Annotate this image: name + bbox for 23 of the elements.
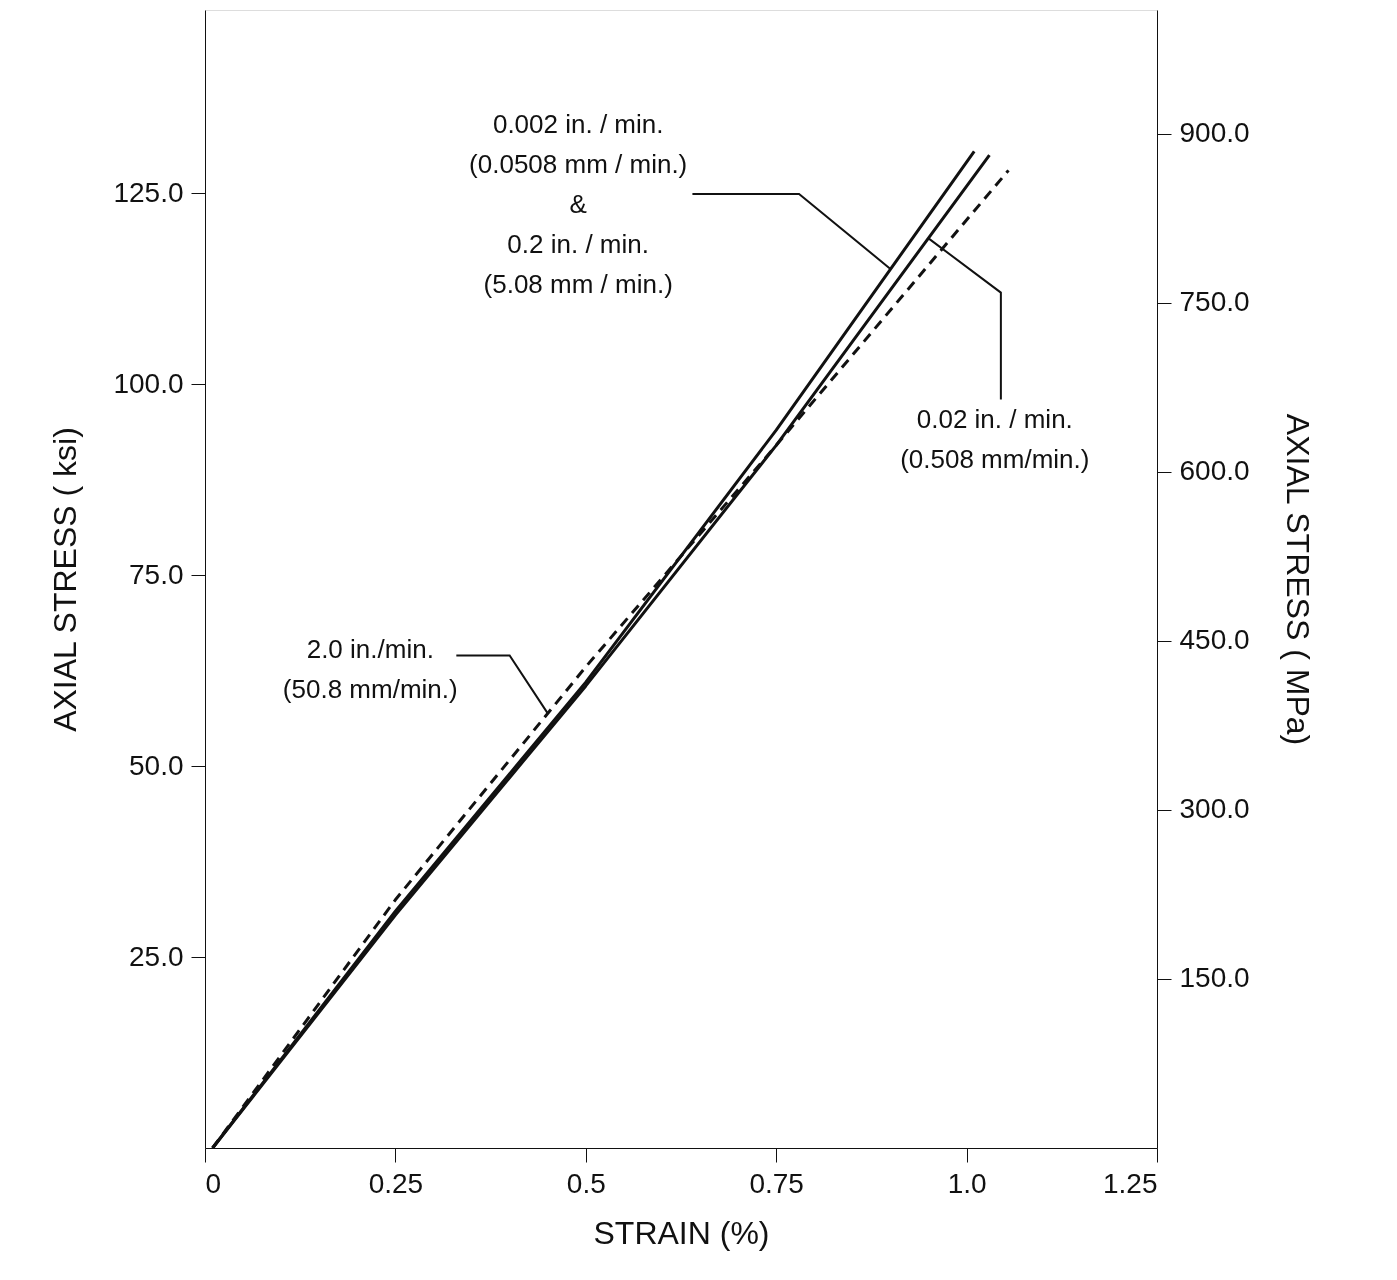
x-axis-title: STRAIN (%) [593, 1214, 770, 1251]
y-tick-label: 125.0 [113, 176, 184, 208]
annotation: 0.02 in. / min. (0.508 mm/min.) [900, 404, 1090, 474]
x-tick-label: 0.75 [749, 1167, 804, 1199]
x-tick-label: 1.25 [1103, 1167, 1158, 1199]
y2-tick-label: 750.0 [1179, 286, 1250, 318]
y2-tick-label: 300.0 [1179, 793, 1250, 825]
y-tick-label: 25.0 [129, 940, 184, 972]
y-axis-title: AXIAL STRESS ( ksi) [47, 427, 84, 732]
annotation: 2.0 in./min. (50.8 mm/min.) [282, 633, 458, 704]
y2-tick-label: 600.0 [1179, 455, 1250, 487]
x-tick-label: 1.0 [947, 1167, 987, 1199]
y2-tick-label: 450.0 [1179, 624, 1250, 656]
y-tick-label: 50.0 [129, 749, 184, 781]
y2-tick-label: 150.0 [1179, 962, 1250, 994]
y2-tick-label: 900.0 [1179, 117, 1250, 149]
annotation: 0.002 in. / min. (0.0508 mm / min.) & 0.2 in. / min. (5.08 mm / min.) [469, 108, 688, 299]
x-tick-label: 0 [205, 1167, 222, 1199]
x-tick-label: 0.5 [566, 1167, 606, 1199]
y2-axis-title: AXIAL STRESS ( MPa) [1279, 413, 1316, 746]
y-tick-label: 100.0 [113, 367, 184, 399]
y-tick-label: 75.0 [129, 558, 184, 590]
x-tick-label: 0.25 [368, 1167, 424, 1199]
